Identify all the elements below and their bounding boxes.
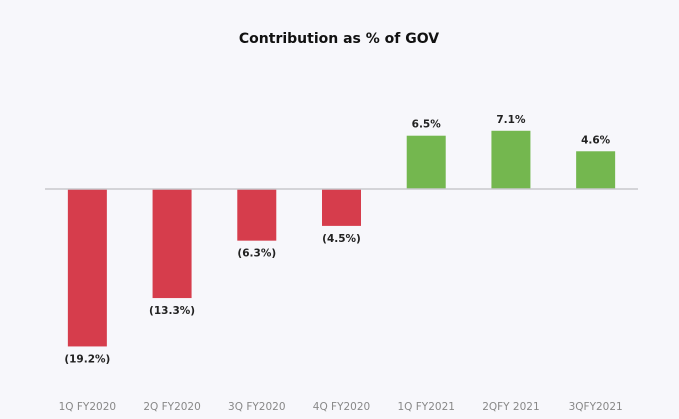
chart-title: Contribution as % of GOV [239, 31, 439, 47]
x-tick-label-5: 2QFY 2021 [482, 401, 539, 413]
bar-5 [491, 130, 531, 189]
x-tick-label-6: 3QFY2021 [569, 401, 623, 413]
data-label-5: 7.1% [496, 114, 526, 126]
data-label-4: 6.5% [412, 119, 442, 131]
bar-6 [576, 151, 616, 189]
data-label-2: (6.3%) [237, 248, 276, 260]
x-tick-label-3: 4Q FY2020 [313, 401, 370, 413]
data-label-6: 4.6% [581, 134, 611, 146]
x-tick-label-2: 3Q FY2020 [228, 401, 285, 413]
bar-4 [406, 135, 446, 189]
data-labels-group: (19.2%) (13.3%) (6.3%) (4.5%) 6.5% 7.1% 4.6% [64, 114, 610, 366]
bar-2 [237, 189, 277, 241]
bars-group [67, 130, 616, 347]
bar-0 [67, 189, 107, 347]
bar-1 [152, 189, 192, 299]
data-label-0: (19.2%) [64, 353, 110, 365]
data-label-3: (4.5%) [322, 233, 361, 245]
x-tick-label-0: 1Q FY2020 [59, 401, 116, 413]
x-tick-label-4: 1Q FY2021 [397, 401, 454, 413]
x-tick-labels-group: 1Q FY2020 2Q FY2020 3Q FY2020 4Q FY2020 1Q F… [59, 401, 623, 413]
data-label-1: (13.3%) [149, 305, 195, 317]
x-tick-label-1: 2Q FY2020 [143, 401, 200, 413]
bar-3 [322, 189, 361, 226]
